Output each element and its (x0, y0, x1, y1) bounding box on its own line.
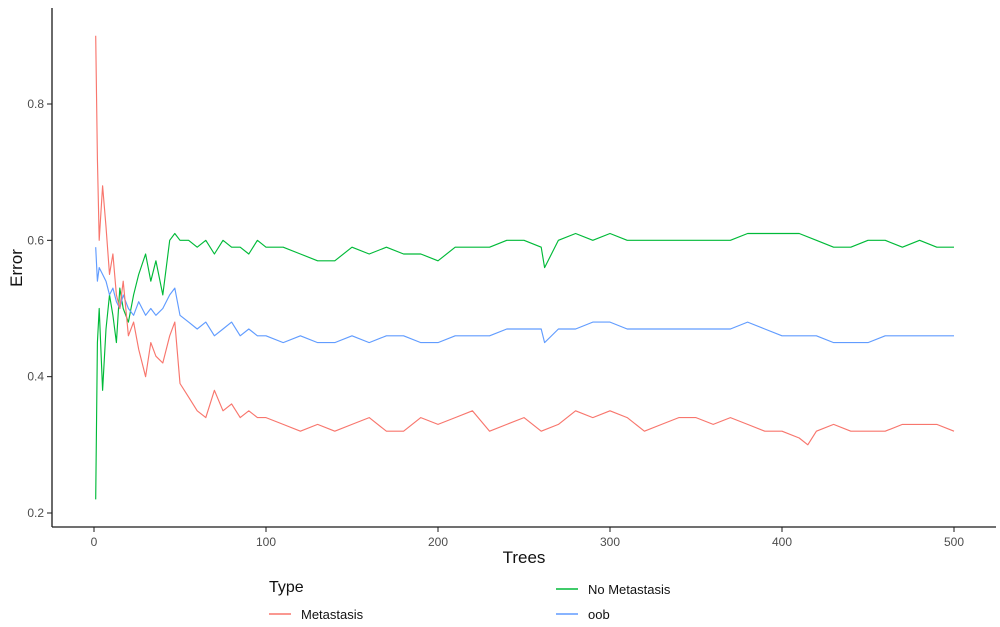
y-tick-label: 0.6 (27, 233, 44, 247)
x-tick-label: 100 (256, 535, 276, 549)
series-line-metastasis (95, 35, 955, 446)
x-axis-ticks: 0 100 200 300 400 500 (91, 527, 964, 549)
series-line-no-metastasis (95, 232, 954, 500)
y-tick-label: 0.2 (27, 506, 44, 520)
series-layer (95, 35, 955, 500)
legend-label: Metastasis (301, 607, 364, 622)
y-tick-label: 0.8 (27, 97, 44, 111)
legend-label: No Metastasis (588, 582, 671, 597)
y-axis-ticks: 0.2 0.4 0.6 0.8 (27, 97, 52, 520)
legend-title: Type (269, 579, 304, 596)
legend-label: oob (588, 607, 610, 622)
legend: Type Metastasis No Metastasis oob (269, 579, 671, 622)
series-line-oob (95, 247, 954, 344)
x-axis-title: Trees (503, 548, 546, 567)
y-tick-label: 0.4 (27, 370, 44, 384)
x-tick-label: 0 (91, 535, 98, 549)
x-tick-label: 300 (600, 535, 620, 549)
x-tick-label: 500 (944, 535, 964, 549)
y-axis-title: Error (7, 249, 26, 287)
x-tick-label: 200 (428, 535, 448, 549)
plot-area: 0 100 200 300 400 500 0.2 0.4 0.6 0.8 (27, 8, 996, 549)
x-tick-label: 400 (772, 535, 792, 549)
